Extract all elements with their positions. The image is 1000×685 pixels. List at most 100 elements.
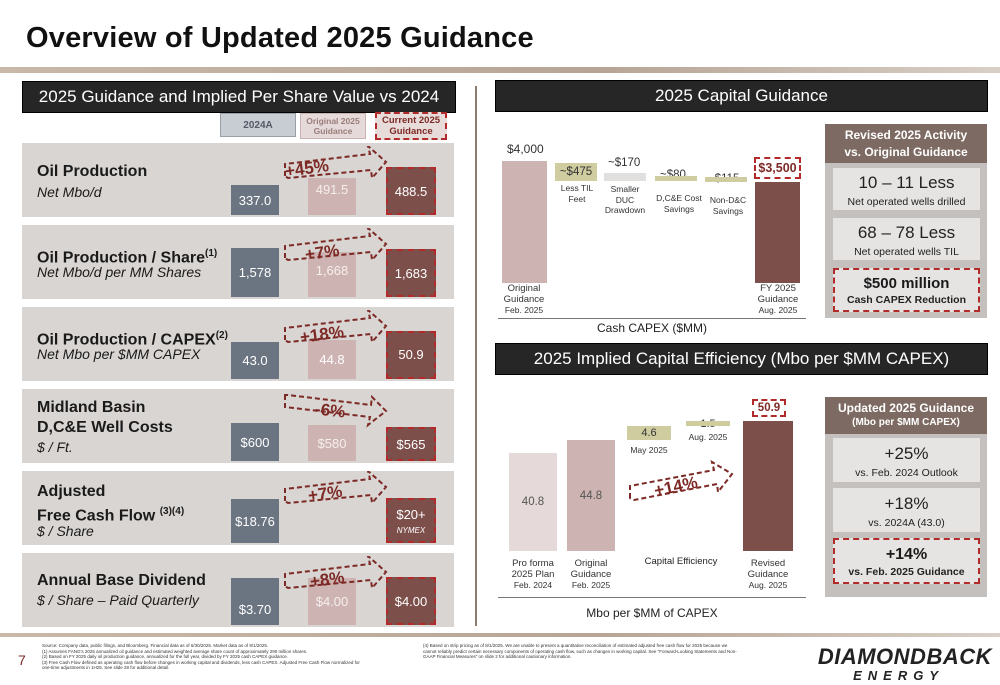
dashed-arrow-icon xyxy=(284,228,388,263)
bar-label-line: Feet xyxy=(568,193,586,204)
bar-original-guidance: 44.8 xyxy=(567,440,615,551)
bar-label-line: Less TIL xyxy=(560,183,594,193)
card-caption: vs. 2024A (43.0) xyxy=(868,517,945,529)
bar-label-line: Guidance xyxy=(747,569,789,580)
bar-label-line: Non-D&C xyxy=(709,195,747,205)
bar-label: Less TIL Feet xyxy=(553,183,601,204)
bar-note: Aug. 2025 xyxy=(688,432,728,442)
row-oil-per-share: Oil Production / Share(1) Net Mbo/d per … xyxy=(22,225,454,299)
sidebar-header-line: Updated 2025 Guidance xyxy=(837,401,975,415)
middle-label: Capital Efficiency xyxy=(644,556,718,567)
row-title: Midland Basin xyxy=(37,399,146,416)
activity-card: 68 – 78 Less Net operated wells TIL xyxy=(833,218,980,260)
bar-label-line: Original xyxy=(574,558,608,569)
bar-value: $4,000 xyxy=(507,142,544,156)
logo-subtitle: ENERGY xyxy=(853,668,944,683)
row-title-line2: Free Cash Flow xyxy=(37,507,160,525)
card-value: +18% xyxy=(884,494,929,513)
bar-value: ~$170 xyxy=(608,157,641,169)
left-panel-header: 2025 Guidance and Implied Per Share Valu… xyxy=(22,81,456,113)
axis-label: Cash CAPEX ($MM) xyxy=(596,321,708,335)
row-title: Oil Production / CAPEX xyxy=(37,331,216,349)
value-2024a: $18.76 xyxy=(231,499,279,543)
page-title: Overview of Updated 2025 Guidance xyxy=(26,22,534,54)
current-note: NYMEX xyxy=(396,525,426,535)
row-well-costs: Midland Basin D,C&E Well Costs $ / Ft. $… xyxy=(22,389,454,463)
activity-card: 10 – 11 Less Net operated wells drilled xyxy=(833,168,980,210)
sidebar-header-line: Revised 2025 Activity xyxy=(844,128,968,142)
axis-line xyxy=(498,597,806,598)
row-subtitle: $ / Ft. xyxy=(37,439,73,455)
page-number: 7 xyxy=(18,652,26,668)
bar-label: Original Guidance Feb. 2025 xyxy=(562,558,620,591)
logo-wordmark: DIAMONDBACK xyxy=(817,644,992,669)
bar-label: Non-D&C Savings xyxy=(703,195,753,216)
bar-label: FY 2025 Guidance Aug. 2025 xyxy=(748,283,808,316)
footnote: GAAP Financial Measures" on slide 2 for … xyxy=(423,654,572,659)
bar-label-line: Guidance xyxy=(757,294,799,305)
bar-label-line: Guidance xyxy=(570,569,612,580)
value-original: 1,668 xyxy=(308,252,356,297)
card-value: 68 – 78 Less xyxy=(857,223,956,242)
card-caption: Net operated wells drilled xyxy=(847,196,966,208)
bar-label-line: Aug. 2025 xyxy=(758,305,798,315)
bar-label-line: Pro forma xyxy=(512,558,554,569)
capital-panel-header: 2025 Capital Guidance xyxy=(495,80,988,112)
value-2024a: $600 xyxy=(231,423,279,461)
bar-label-line: Feb. 2025 xyxy=(571,580,611,590)
bar-original-guidance xyxy=(502,161,547,283)
footnote: cannot reliably predict certain necessar… xyxy=(423,648,737,654)
dashed-arrow-icon xyxy=(284,146,388,181)
footer-divider xyxy=(0,633,1000,637)
row-oil-production: Oil Production Net Mbo/d 337.0 491.5 488… xyxy=(22,143,454,217)
title-divider xyxy=(0,67,1000,73)
value-2024a: 337.0 xyxy=(231,185,279,215)
card-caption: Cash CAPEX Reduction xyxy=(846,294,967,306)
guidance-sidebar-header: Updated 2025 Guidance (Mbo per $MM CAPEX… xyxy=(825,397,987,434)
value-2024a: $3.70 xyxy=(231,578,279,625)
footnote: (3) Free Cash Flow defined as operating … xyxy=(42,659,360,665)
card-value: $500 million xyxy=(863,275,950,292)
row-oil-per-capex: Oil Production / CAPEX(2) Net Mbo per $M… xyxy=(22,307,454,381)
current-value: $20+ xyxy=(396,506,426,522)
row-base-dividend: Annual Base Dividend $ / Share – Paid Qu… xyxy=(22,553,454,627)
bar-label-line: Aug. 2025 xyxy=(748,580,788,590)
row-title: Adjusted xyxy=(37,483,106,500)
axis-line xyxy=(498,318,806,319)
card-value: +14% xyxy=(885,546,928,563)
footnote: (2) Based on FY 2025 daily oil productio… xyxy=(42,654,288,659)
activity-card-highlight: $500 million Cash CAPEX Reduction xyxy=(833,268,980,312)
row-title: Annual Base Dividend xyxy=(37,572,206,589)
bar-value: $3,500 xyxy=(754,157,801,179)
bar-label: D,C&E Cost Savings xyxy=(652,193,706,214)
row-subtitle: $ / Share – Paid Quarterly xyxy=(37,592,199,608)
row-subtitle: $ / Share xyxy=(37,523,94,539)
value-original: 491.5 xyxy=(308,178,356,215)
bar-value: 50.9 xyxy=(752,399,786,417)
card-caption: Net operated wells TIL xyxy=(854,246,959,258)
footnote: Source: Company data, public filings, an… xyxy=(42,643,269,648)
row-title: Oil Production xyxy=(37,163,148,180)
row-free-cash-flow: Adjusted Free Cash Flow (3)(4) $ / Share… xyxy=(22,471,454,545)
sidebar-header-line: vs. Original Guidance xyxy=(844,145,968,159)
bar-pro-forma-plan: 40.8 xyxy=(509,453,557,551)
bar-label: Original Guidance Feb. 2025 xyxy=(496,283,552,316)
activity-sidebar-header: Revised 2025 Activity vs. Original Guida… xyxy=(825,124,987,163)
row-title-line2: D,C&E Well Costs xyxy=(37,419,173,436)
footnote: (1) Assumes FANG's 2025 annualized oil g… xyxy=(42,648,308,654)
bar-label-line: Savings xyxy=(663,203,695,214)
row-subtitle: Net Mbo/d per MM Shares xyxy=(37,264,202,280)
value-current: $20+ NYMEX xyxy=(386,498,436,543)
value-current: 50.9 xyxy=(386,331,436,379)
guidance-card: +18% vs. 2024A (43.0) xyxy=(833,488,980,532)
value-2024a: 43.0 xyxy=(231,342,279,379)
value-original: $4.00 xyxy=(308,578,356,625)
bar-revised-guidance xyxy=(743,421,793,551)
column-header-current: Current 2025 Guidance xyxy=(375,112,447,140)
dashed-arrow-icon xyxy=(284,471,388,506)
bar-label-line: Guidance xyxy=(503,294,545,305)
bar-label-line: DUC xyxy=(615,194,635,205)
dashed-arrow-icon xyxy=(284,556,388,591)
panel-divider xyxy=(475,86,477,626)
footnotes-right: (4) Based on strip pricing as of 8/1/202… xyxy=(423,643,783,660)
